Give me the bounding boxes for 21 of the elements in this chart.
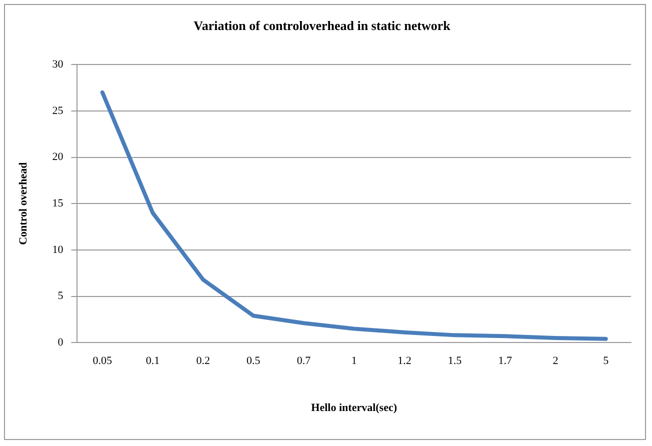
x-axis-title: Hello interval(sec) [311,402,398,414]
y-tick-label: 20 [52,151,64,164]
x-tick-label: 0.1 [146,355,160,368]
y-tick-label: 15 [52,197,64,210]
y-tick-label: 10 [52,244,64,256]
x-tick-label: 0.5 [246,355,261,368]
x-tick-label: 1 [351,355,357,368]
y-tick-label: 0 [58,336,64,348]
x-tick-label: 5 [603,355,610,368]
x-tick-label: 1.5 [448,355,462,368]
x-tick-label: 1.7 [498,355,513,368]
x-tick-label: 0.7 [296,355,312,368]
x-tick-label: 2 [552,355,558,368]
y-tick-label: 25 [52,104,64,117]
y-axis-title: Control overhead [17,162,30,245]
y-tick-label: 5 [58,290,64,302]
y-tick-label: 30 [52,58,64,70]
chart-title: Variation of controloverhead in static network [194,18,452,34]
x-tick-label: 1.2 [398,355,412,368]
x-tick-label: 0.05 [92,355,112,368]
x-tick-label: 0.2 [196,355,210,368]
